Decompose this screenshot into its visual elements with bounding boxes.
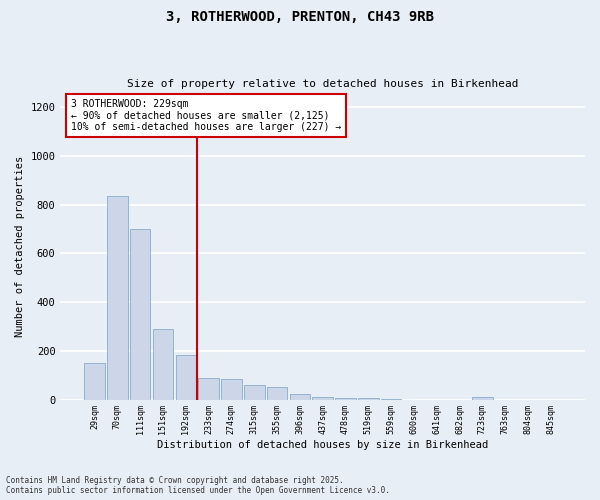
Bar [107,196,128,400]
Title: Size of property relative to detached houses in Birkenhead: Size of property relative to detached ho… [127,79,518,89]
Bar [472,397,493,400]
Text: 3 ROTHERWOOD: 229sqm
← 90% of detached houses are smaller (2,125)
10% of semi-de: 3 ROTHERWOOD: 229sqm ← 90% of detached h… [71,98,341,132]
X-axis label: Distribution of detached houses by size in Birkenhead: Distribution of detached houses by size … [157,440,488,450]
Y-axis label: Number of detached properties: Number of detached properties [15,156,25,336]
Bar [84,363,105,400]
Bar [199,378,219,400]
Text: Contains HM Land Registry data © Crown copyright and database right 2025.
Contai: Contains HM Land Registry data © Crown c… [6,476,390,495]
Bar [130,229,151,400]
Bar [153,329,173,400]
Bar [176,354,196,400]
Bar [267,388,287,400]
Bar [335,398,356,400]
Bar [313,396,333,400]
Bar [221,379,242,400]
Bar [244,385,265,400]
Text: 3, ROTHERWOOD, PRENTON, CH43 9RB: 3, ROTHERWOOD, PRENTON, CH43 9RB [166,10,434,24]
Bar [290,394,310,400]
Bar [358,398,379,400]
